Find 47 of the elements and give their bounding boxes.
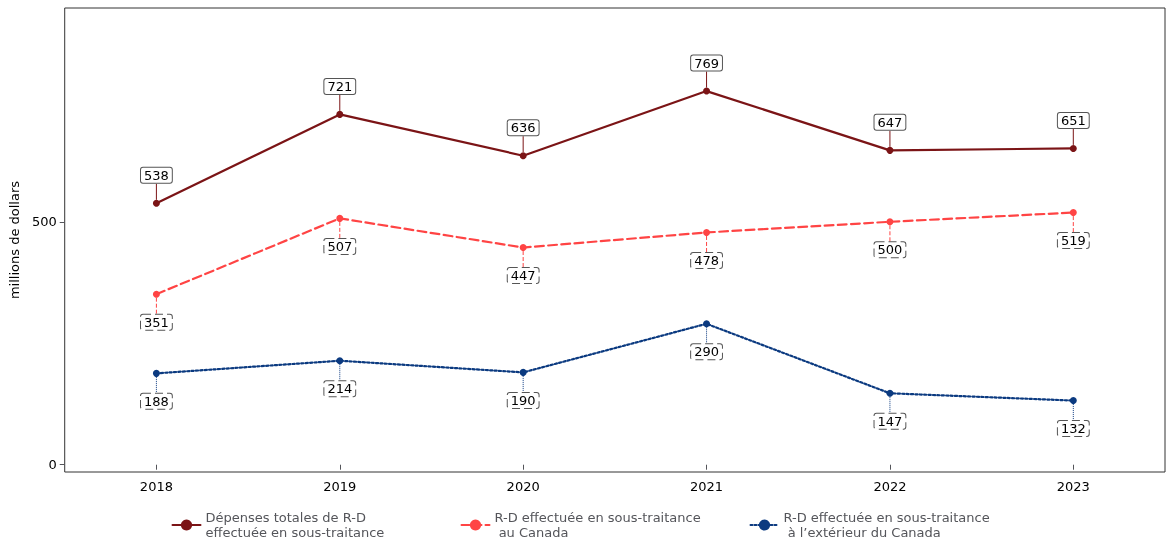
point (1069, 397, 1077, 405)
data-label: 447 (510, 268, 536, 284)
x-tick-label: 2021 (690, 479, 724, 494)
point (703, 87, 711, 95)
point (1069, 144, 1077, 152)
point (703, 320, 711, 328)
x-tick-label: 2019 (323, 479, 357, 494)
y-axis-title: millions de dollars (7, 180, 22, 300)
data-label: 147 (877, 413, 903, 429)
point (886, 218, 894, 226)
legend-label: R-D effectuée en sous-traitance à l’extérieur du Canada (783, 510, 990, 540)
data-label: 636 (510, 120, 536, 136)
data-label: 647 (877, 114, 903, 130)
point (1069, 209, 1077, 217)
point (336, 110, 344, 118)
data-label: 538 (143, 167, 169, 183)
y-tick-label: 0 (48, 457, 57, 473)
point (152, 199, 160, 207)
point (152, 290, 160, 298)
data-label: 500 (877, 242, 903, 258)
data-label: 214 (327, 381, 353, 397)
point (886, 389, 894, 397)
data-label: 188 (143, 393, 169, 409)
point (336, 357, 344, 365)
data-label: 651 (1060, 112, 1086, 128)
x-tick-label: 2023 (1056, 479, 1090, 494)
legend-label: R-D effectuée en sous-traitance au Canada (494, 510, 701, 540)
data-label: 769 (694, 55, 719, 71)
point (703, 228, 711, 236)
x-tick-label: 2018 (139, 479, 173, 494)
data-label: 519 (1060, 233, 1086, 249)
point (336, 214, 344, 222)
point (519, 368, 527, 376)
point (519, 152, 527, 160)
x-tick-label: 2022 (873, 479, 907, 494)
point (152, 369, 160, 377)
data-label: 290 (694, 344, 719, 360)
data-label: 507 (327, 238, 353, 254)
data-label: 721 (327, 78, 353, 94)
point (886, 146, 894, 154)
point (519, 244, 527, 252)
data-label: 351 (143, 314, 169, 330)
data-label: 478 (694, 252, 719, 268)
data-label: 190 (510, 392, 536, 408)
data-label: 132 (1060, 421, 1086, 437)
x-tick-label: 2020 (506, 479, 540, 494)
legend-label: Dépenses totales de R-D effectuée en sous-traitance (205, 510, 385, 540)
